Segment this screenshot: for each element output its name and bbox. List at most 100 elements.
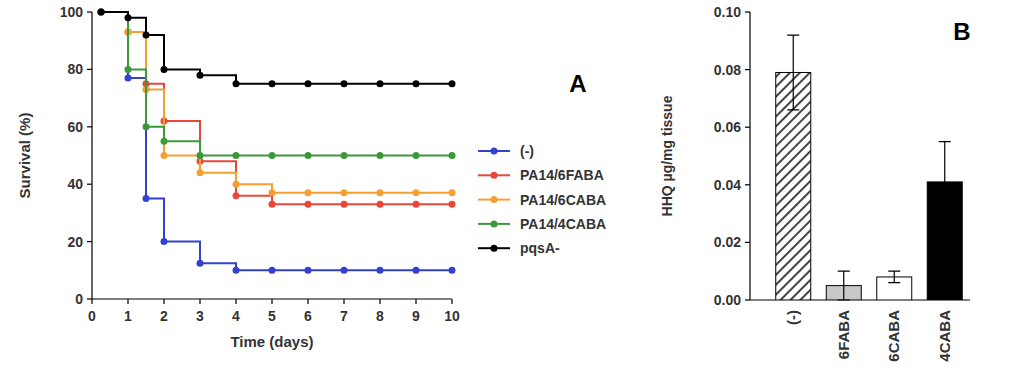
point — [98, 9, 105, 16]
x-tick-label: 2 — [160, 308, 168, 324]
point — [161, 152, 168, 159]
point — [413, 267, 420, 274]
point — [125, 75, 132, 82]
x-tick — [343, 299, 344, 304]
legend-label: PA14/4CABA — [520, 216, 606, 232]
x-tick-label: 1 — [124, 308, 132, 324]
point — [125, 14, 132, 21]
series-line — [101, 12, 452, 156]
point — [269, 201, 276, 208]
point — [305, 80, 312, 87]
y-axis — [91, 12, 92, 299]
point — [449, 201, 456, 208]
x-tick-label: 10 — [444, 308, 460, 324]
point — [98, 9, 105, 16]
legend-marker — [491, 172, 498, 179]
x-tick — [451, 299, 452, 304]
x-tick-label: 8 — [376, 308, 384, 324]
point — [449, 189, 456, 196]
point — [161, 238, 168, 245]
point — [413, 201, 420, 208]
x-tick-label: 6CABA — [885, 310, 902, 362]
point — [305, 267, 312, 274]
point — [341, 201, 348, 208]
y-tick — [87, 184, 92, 185]
point — [377, 152, 384, 159]
point — [449, 80, 456, 87]
y-tick-label: 0.02 — [714, 234, 741, 250]
error-bar — [939, 142, 951, 223]
x-tick — [91, 299, 92, 304]
error-bar — [838, 271, 850, 300]
point — [341, 152, 348, 159]
y-axis-label: Survival (%) — [16, 113, 33, 199]
y-tick — [87, 11, 92, 12]
x-tick — [127, 299, 128, 304]
point — [377, 189, 384, 196]
y-tick — [87, 69, 92, 70]
y-tick — [745, 299, 750, 300]
point — [197, 260, 204, 267]
point — [305, 189, 312, 196]
error-bar — [787, 35, 799, 110]
point — [413, 152, 420, 159]
point — [449, 152, 456, 159]
y-tick — [745, 184, 750, 185]
point — [233, 181, 240, 188]
y-tick-label: 20 — [67, 234, 83, 250]
figure: 020406080100012345678910Time (days)Survi… — [0, 0, 1024, 388]
x-tick — [271, 299, 272, 304]
legend-marker — [491, 196, 498, 203]
point — [449, 267, 456, 274]
error-bars — [787, 35, 951, 300]
point — [161, 66, 168, 73]
y-tick-label: 0 — [75, 291, 83, 307]
x-tick-label: (-) — [784, 310, 801, 325]
point — [269, 152, 276, 159]
y-tick — [745, 69, 750, 70]
line-chart: 020406080100012345678910Time (days)Survi… — [16, 4, 606, 350]
bar-chart: 0.000.020.040.060.080.10HHQ µg/mg tissue… — [659, 4, 971, 362]
x-axis-label: Time (days) — [230, 333, 313, 350]
x-tick-label: 3 — [196, 308, 204, 324]
legend-label: pqsA- — [520, 240, 560, 256]
point — [197, 152, 204, 159]
x-tick-label: 0 — [88, 308, 96, 324]
x-tick — [379, 299, 380, 304]
x-tick-label: 7 — [340, 308, 348, 324]
y-tick-label: 60 — [67, 119, 83, 135]
plot-area — [776, 72, 963, 300]
point — [341, 189, 348, 196]
y-tick-label: 100 — [60, 4, 84, 20]
y-tick-label: 0.04 — [714, 177, 741, 193]
point — [98, 9, 105, 16]
point — [233, 192, 240, 199]
point — [143, 195, 150, 202]
point — [98, 9, 105, 16]
legend-label: (-) — [520, 143, 534, 159]
legend-marker — [491, 148, 498, 155]
x-tick-label: 4CABA — [936, 310, 953, 362]
point — [161, 138, 168, 145]
y-tick-label: 0.08 — [714, 62, 741, 78]
x-tick — [163, 299, 164, 304]
point — [377, 201, 384, 208]
point — [341, 80, 348, 87]
y-tick-label: 0.00 — [714, 292, 741, 308]
y-tick — [87, 298, 92, 299]
x-tick-label: 9 — [412, 308, 420, 324]
point — [233, 152, 240, 159]
point — [341, 267, 348, 274]
x-tick-label: 4 — [232, 308, 240, 324]
point — [269, 189, 276, 196]
error-bar — [888, 271, 900, 283]
point — [269, 267, 276, 274]
x-tick-label: 5 — [268, 308, 276, 324]
point — [305, 152, 312, 159]
x-tick — [415, 299, 416, 304]
y-tick-label: 40 — [67, 176, 83, 192]
panel-label: B — [953, 18, 970, 45]
point — [197, 72, 204, 79]
point — [377, 267, 384, 274]
point — [197, 169, 204, 176]
